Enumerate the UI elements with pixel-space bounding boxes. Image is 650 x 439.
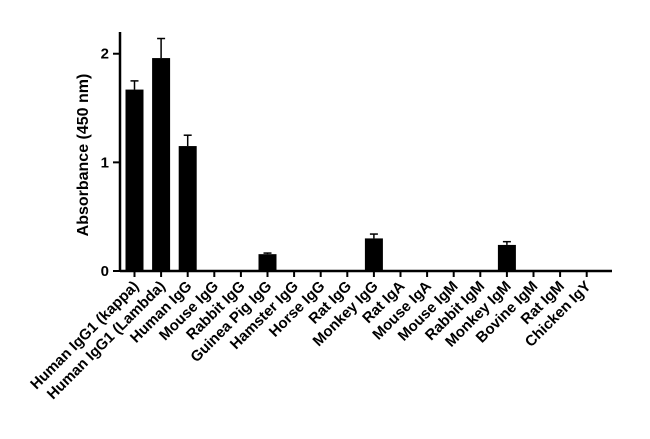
y-tick-label: 0 — [101, 263, 109, 280]
bar — [577, 270, 596, 271]
bar — [178, 146, 197, 271]
bar — [258, 254, 277, 271]
bar — [524, 270, 543, 271]
y-tick-label: 1 — [101, 154, 109, 171]
bar — [497, 244, 516, 271]
bar — [364, 238, 383, 271]
plot-area: 0 1 2 Human IgG1 (kappa)Human IgG1 (Lambda)… — [27, 32, 612, 403]
x-category-label: Human IgG1 (Lambda) — [44, 278, 169, 403]
bar — [338, 270, 357, 271]
bar — [205, 270, 224, 271]
y-tick-label: 2 — [101, 46, 109, 63]
x-category-label: Human IgG1 (kappa) — [27, 278, 142, 393]
bar — [152, 58, 171, 272]
y-axis-title: Absorbance (450 nm) — [75, 74, 92, 237]
bar — [125, 89, 144, 271]
